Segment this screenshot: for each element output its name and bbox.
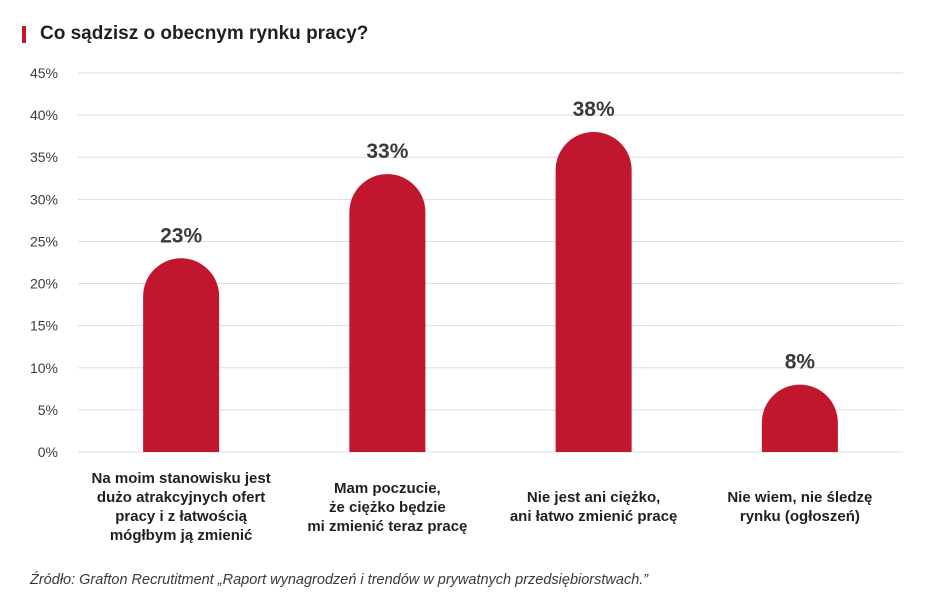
- bar: [349, 174, 426, 453]
- x-category-label-line: pracy i z łatwością: [115, 508, 247, 525]
- x-category-label-line: mógłbym ją zmienić: [109, 527, 253, 544]
- title-accent-bar: [22, 25, 26, 43]
- data-label: 38%: [573, 98, 615, 121]
- bar: [555, 131, 632, 452]
- data-label: 8%: [785, 351, 816, 374]
- x-category-label-line: rynku (ogłoszeń): [739, 508, 860, 525]
- data-label: 33%: [366, 140, 408, 163]
- x-category-label-line: Na moim stanowisku jest: [91, 470, 271, 487]
- y-tick-label: 5%: [38, 402, 58, 418]
- y-tick-label: 10%: [30, 360, 58, 376]
- bar: [143, 258, 220, 452]
- x-category-label-line: ani łatwo zmienić pracę: [509, 508, 678, 525]
- x-category-label: Nie wiem, nie śledzę rynku (ogłoszeń): [690, 488, 910, 526]
- x-category-label-line: mi zmienić teraz pracę: [307, 517, 468, 535]
- y-tick-label: 30%: [30, 191, 58, 207]
- x-category-label-line: dużo atrakcyjnych ofert: [96, 489, 266, 506]
- chart-title-wrap: Co sądzisz o obecnym rynku pracy?: [22, 22, 368, 46]
- bar: [761, 384, 838, 452]
- x-category-label: Nie jest ani ciężko, ani łatwo zmienić pr…: [484, 488, 704, 526]
- x-category-label-line: Nie jest ani ciężko,: [526, 489, 661, 506]
- chart-title: Co sądzisz o obecnym rynku pracy?: [40, 23, 369, 44]
- source-note: Źródło: Grafton Recrutitment „Raport wyn…: [30, 572, 649, 588]
- x-category-label: Na moim stanowisku jest dużo atrakcyjnych…: [71, 469, 291, 545]
- x-category-label-line: Mam poczucie,: [334, 479, 441, 497]
- y-tick-label: 35%: [30, 149, 58, 165]
- y-tick-label: 25%: [30, 233, 58, 249]
- x-category-label: Mam poczucie, że ciężko będzie mi zmienić …: [277, 479, 497, 536]
- y-tick-label: 45%: [30, 65, 58, 81]
- x-category-label-line: że ciężko będzie: [329, 498, 446, 516]
- data-label: 23%: [160, 224, 202, 247]
- y-tick-label: 15%: [30, 318, 58, 334]
- y-tick-label: 40%: [30, 107, 58, 123]
- y-tick-label: 20%: [30, 276, 58, 292]
- y-tick-label: 0%: [38, 444, 58, 460]
- x-category-label-line: Nie wiem, nie śledzę: [727, 489, 873, 506]
